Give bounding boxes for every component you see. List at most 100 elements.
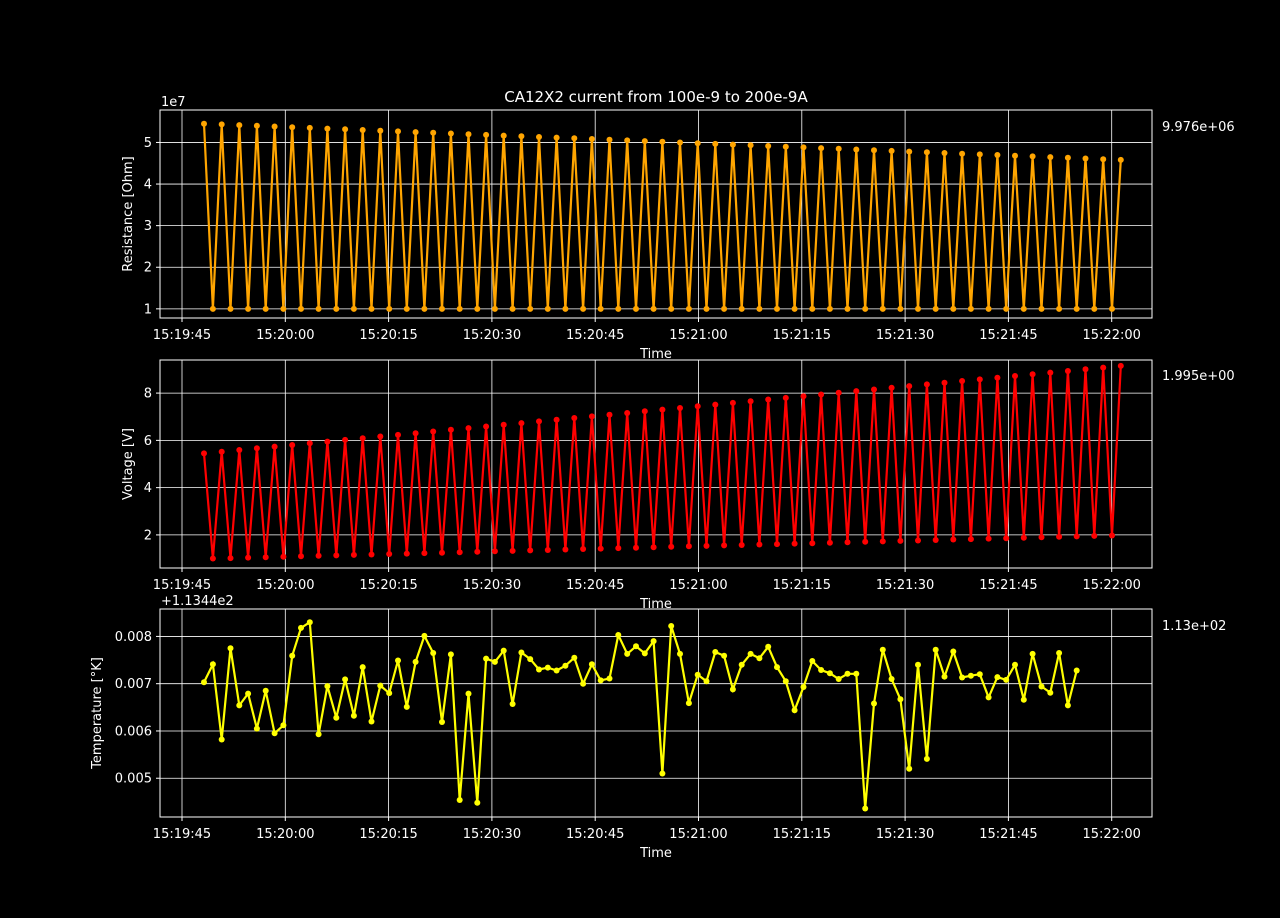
temperature-data-point xyxy=(342,676,349,683)
temperature-data-point xyxy=(236,702,243,709)
temperature-y-tick-label: 0.008 xyxy=(115,630,152,645)
temperature-axes-frame xyxy=(159,608,1153,818)
resistance-data-point xyxy=(280,305,287,312)
voltage-data-point xyxy=(615,545,622,552)
temperature-data-point xyxy=(994,674,1001,681)
temperature-data-point xyxy=(359,664,366,671)
voltage-y-tick-label: 2 xyxy=(144,528,152,543)
resistance-data-point xyxy=(350,305,357,312)
voltage-data-point xyxy=(677,405,683,411)
temperature-data-point xyxy=(835,676,842,682)
temperature-data-point xyxy=(562,662,569,669)
resistance-data-point xyxy=(527,305,534,312)
resistance-data-point xyxy=(395,128,401,135)
voltage-x-tick-label: 15:21:00 xyxy=(669,578,727,593)
temperature-data-point xyxy=(368,718,375,725)
voltage-data-point xyxy=(306,440,313,447)
temperature-markers xyxy=(201,619,1080,812)
resistance-data-point xyxy=(888,147,895,154)
temperature-data-point xyxy=(738,661,745,668)
voltage-data-point xyxy=(209,555,216,562)
resistance-data-point xyxy=(862,305,869,312)
voltage-data-point xyxy=(650,544,657,551)
temperature-offset-text: +1.1344e2 xyxy=(161,594,234,609)
temperature-data-point xyxy=(624,650,631,657)
voltage-data-point xyxy=(712,401,719,408)
temperature-data-point xyxy=(906,765,913,772)
temperature-data-point xyxy=(694,671,701,678)
voltage-data-point xyxy=(491,548,498,555)
temperature-data-point xyxy=(544,664,551,671)
voltage-axes-frame xyxy=(159,359,1153,569)
temperature-data-point xyxy=(800,684,807,690)
temperature-data-point xyxy=(474,799,481,806)
resistance-data-point xyxy=(791,305,798,312)
voltage-data-point xyxy=(862,538,869,545)
voltage-data-point xyxy=(747,398,754,405)
resistance-data-point xyxy=(994,152,1001,158)
resistance-data-point xyxy=(703,305,710,312)
temperature-panel: 15:19:45 15:20:00 15:20:15 15:20:30 15:20:45… xyxy=(90,594,1226,861)
resistance-data-point xyxy=(465,131,472,138)
temperature-data-point xyxy=(271,730,278,737)
resistance-data-point xyxy=(950,305,957,312)
resistance-data-point xyxy=(809,305,816,312)
resistance-data-point xyxy=(694,140,701,147)
voltage-x-tick-label: 15:19:45 xyxy=(153,578,211,593)
resistance-data-point xyxy=(906,148,913,155)
temperature-data-point xyxy=(209,661,216,668)
resistance-data-point xyxy=(624,137,631,144)
temperature-data-point xyxy=(1003,676,1010,683)
resistance-data-point xyxy=(756,305,763,312)
temperature-data-point xyxy=(536,666,542,673)
resistance-data-point xyxy=(941,150,948,156)
resistance-x-tick-label: 15:21:30 xyxy=(876,328,934,343)
resistance-data-point xyxy=(915,305,921,312)
voltage-x-tick-label: 15:20:30 xyxy=(463,578,521,593)
voltage-data-point xyxy=(474,548,481,555)
voltage-x-tick-label: 15:22:00 xyxy=(1083,578,1141,593)
voltage-data-point xyxy=(588,413,595,420)
resistance-data-point xyxy=(774,305,780,312)
resistance-data-point xyxy=(826,305,833,312)
temperature-data-point xyxy=(227,645,234,652)
voltage-data-point xyxy=(386,551,393,557)
voltage-data-point xyxy=(633,544,639,551)
resistance-data-point xyxy=(976,151,983,158)
resistance-y-tick-label: 5 xyxy=(144,136,152,151)
temperature-data-point xyxy=(298,624,304,631)
temperature-data-point xyxy=(518,649,525,656)
resistance-data-point xyxy=(342,126,349,133)
voltage-data-point xyxy=(853,388,860,395)
voltage-data-point xyxy=(456,549,463,556)
voltage-data-point xyxy=(844,539,851,546)
resistance-data-point xyxy=(959,150,966,157)
temperature-data-point xyxy=(1012,661,1018,668)
temperature-data-point xyxy=(888,676,895,682)
voltage-data-point xyxy=(1082,366,1089,373)
resistance-data-point xyxy=(765,143,772,149)
temperature-data-point xyxy=(853,670,860,677)
temperature-x-axis-label: Time xyxy=(639,846,672,861)
temperature-data-point xyxy=(333,714,340,721)
voltage-line xyxy=(202,365,1122,559)
resistance-data-point xyxy=(403,305,410,312)
temperature-x-tick-label: 15:19:45 xyxy=(153,827,211,842)
resistance-y-tick-label: 2 xyxy=(144,261,152,276)
resistance-data-point xyxy=(685,305,692,312)
voltage-data-point xyxy=(668,543,675,550)
voltage-side-value: 1.995e+00 xyxy=(1162,369,1235,384)
resistance-x-tick-label: 15:21:00 xyxy=(669,328,727,343)
resistance-data-point xyxy=(1117,156,1124,163)
resistance-panel: 15:19:45 15:20:00 15:20:15 15:20:30 15:20:45… xyxy=(121,95,1235,362)
voltage-data-point xyxy=(941,379,948,386)
temperature-data-point xyxy=(941,673,948,680)
resistance-x-tick-label: 15:20:30 xyxy=(463,328,521,343)
resistance-data-point xyxy=(518,133,525,140)
temperature-data-point xyxy=(809,658,816,664)
temperature-y-tick-label: 0.006 xyxy=(115,724,152,739)
voltage-data-point xyxy=(765,396,772,403)
temperature-data-point xyxy=(967,672,974,679)
resistance-data-point xyxy=(386,305,393,312)
temperature-data-point xyxy=(253,725,260,732)
